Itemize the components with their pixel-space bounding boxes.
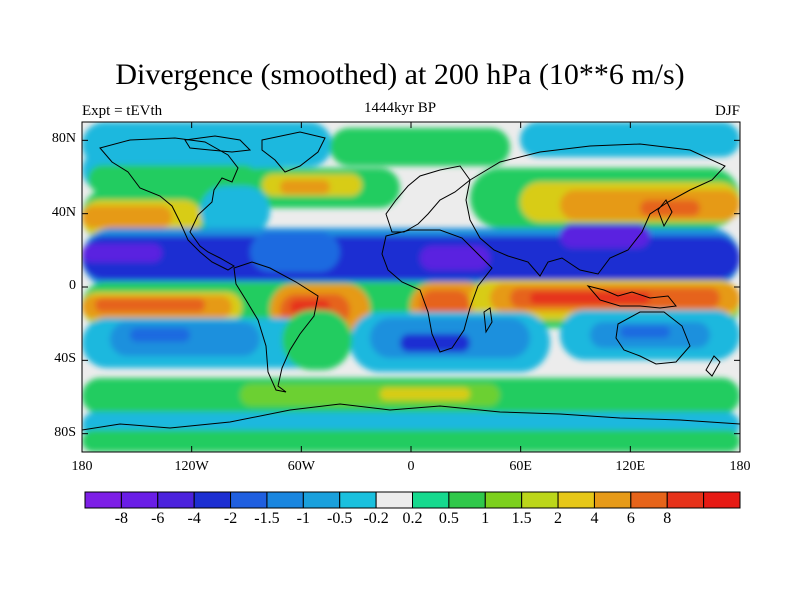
coastline-antarctica xyxy=(82,403,740,431)
colorbar-label: 1 xyxy=(481,510,490,527)
coastline-north-america xyxy=(99,137,239,271)
colorbar-swatch xyxy=(521,491,559,509)
coastline-japan xyxy=(657,199,673,228)
coastline-south-america xyxy=(233,261,319,393)
colorbar-swatch xyxy=(448,491,486,509)
field-region-green xyxy=(88,165,258,193)
colorbar-swatch xyxy=(84,491,122,509)
field-region-yellow xyxy=(380,388,470,400)
colorbar-label: 1.5 xyxy=(511,510,532,527)
field-region-purple xyxy=(82,244,162,262)
field-region-lightblue xyxy=(200,186,270,236)
field-region-blue xyxy=(250,232,340,272)
experiment-label: Expt = tEVth xyxy=(82,103,163,119)
colorbar-swatch xyxy=(339,491,377,509)
field-region-green xyxy=(330,128,510,166)
colorbar-swatch xyxy=(157,491,195,509)
colorbar-label: -0.2 xyxy=(363,510,389,527)
colorbar-label: -6 xyxy=(151,510,165,527)
coastline-australia xyxy=(615,311,691,365)
colorbar-label: -8 xyxy=(114,510,129,527)
coastline-madagascar xyxy=(483,307,493,334)
colorbar-swatch xyxy=(193,491,232,509)
latitude-label: 80N xyxy=(51,131,76,147)
colorbar-swatch xyxy=(630,491,668,509)
colorbar-swatch xyxy=(484,491,523,509)
field-region-green xyxy=(82,430,740,452)
coastline-africa xyxy=(381,229,493,353)
latitude-label: 0 xyxy=(69,278,76,293)
colorbar-swatch xyxy=(703,491,741,509)
colorbar-label: 2 xyxy=(554,510,563,527)
plot-title: Divergence (smoothed) at 200 hPa (10**6 … xyxy=(115,58,685,91)
longitude-label: 180 xyxy=(71,459,93,474)
colorbar-swatch xyxy=(557,491,595,509)
period-label: 1444kyr BP xyxy=(363,100,437,116)
colorbar-label: -0.5 xyxy=(327,510,353,527)
colorbar-label: 0.2 xyxy=(402,510,423,527)
field-region-blue xyxy=(130,328,190,342)
field-region-purple xyxy=(560,224,650,248)
longitude-label: 60E xyxy=(509,459,532,474)
coastline-europe xyxy=(385,165,471,233)
coastline-greenland xyxy=(261,131,326,173)
latitude-label: 40N xyxy=(51,204,76,220)
field-region-darkorange xyxy=(95,298,205,312)
longitude-label: 120E xyxy=(615,459,646,474)
colorbar-label: -2 xyxy=(223,510,238,527)
field-region-orange xyxy=(280,180,330,194)
colorbar-label: 8 xyxy=(663,510,672,527)
field-region-green xyxy=(282,310,352,370)
colorbar-swatch xyxy=(375,491,414,509)
coastline-arctic-islands xyxy=(184,135,252,153)
colorbar-swatch xyxy=(230,491,268,509)
divergence-field xyxy=(82,122,740,452)
colorbar-label: -4 xyxy=(187,510,201,527)
colorbar xyxy=(84,491,741,509)
season-label: DJF xyxy=(714,103,740,119)
field-region-orange xyxy=(82,206,172,228)
coastline-asia xyxy=(465,143,726,277)
longitude-label: 180 xyxy=(729,459,751,474)
colorbar-label: 4 xyxy=(590,510,599,527)
field-region-darkorange xyxy=(420,290,470,318)
colorbar-swatch xyxy=(593,491,632,509)
coastline-new-zealand xyxy=(705,355,721,377)
longitude-label: 60W xyxy=(287,459,315,474)
axis-ticks xyxy=(81,122,741,452)
colorbar-swatch xyxy=(266,491,304,509)
latitude-label: 80S xyxy=(54,424,76,440)
longitude-label: 120W xyxy=(174,459,209,474)
colorbar-swatch xyxy=(412,491,450,509)
longitude-label: 0 xyxy=(407,459,415,474)
coastlines xyxy=(82,131,740,431)
colorbar-swatch xyxy=(120,491,159,509)
colorbar-swatch xyxy=(666,491,705,509)
latitude-label: 40S xyxy=(54,351,76,367)
colorbar-label: -1 xyxy=(296,510,310,527)
coastline-indonesia xyxy=(586,285,677,309)
colorbar-label: 6 xyxy=(626,510,635,527)
colorbar-label: 0.5 xyxy=(438,510,459,527)
colorbar-label: -1.5 xyxy=(254,510,280,527)
field-region-purple xyxy=(420,246,490,270)
colorbar-swatch xyxy=(302,491,341,509)
field-region-red xyxy=(530,292,650,304)
field-region-blue xyxy=(620,326,670,338)
